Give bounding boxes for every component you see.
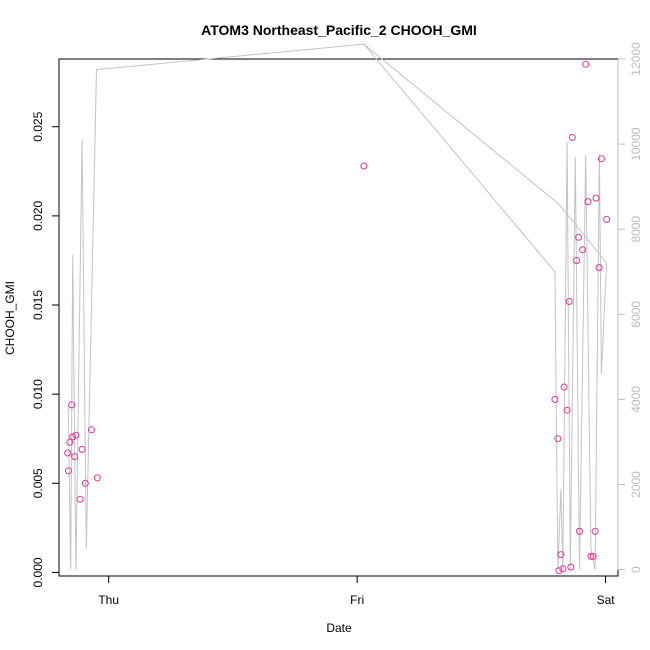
y2-tick-label: 4000: [629, 386, 643, 413]
data-point: [595, 264, 603, 272]
y-tick-label: 0.010: [31, 379, 45, 409]
data-point: [565, 298, 573, 305]
data-point: [568, 133, 576, 141]
data-point: [573, 257, 580, 264]
y-tick-label: 0.015: [31, 290, 45, 320]
y-tick-label: 0.000: [31, 557, 45, 587]
data-point: [597, 155, 605, 163]
data-point: [551, 396, 559, 403]
x-tick-label: Sat: [597, 593, 616, 607]
data-point: [584, 198, 592, 206]
data-point: [567, 563, 575, 571]
y-tick-label: 0.025: [31, 111, 45, 141]
y-axis-label: CHOOH_GMI: [3, 281, 17, 355]
data-point: [591, 527, 599, 535]
y2-tick-label: 0: [629, 566, 643, 573]
data-point: [560, 383, 568, 391]
x-axis-label: Date: [326, 621, 352, 635]
series-line: [67, 43, 608, 570]
x-axis: Thu Fri Sat: [98, 575, 616, 607]
series-points: [64, 60, 611, 575]
data-point: [64, 449, 72, 457]
y-axis-right: 0 2000 4000 6000 8000 10000 12000: [617, 42, 643, 573]
data-point: [76, 495, 84, 503]
data-point: [559, 565, 567, 573]
data-point: [579, 246, 586, 254]
plot-box: [58, 58, 619, 577]
chart-title: ATOM3 Northeast_Pacific_2 CHOOH_GMI: [201, 22, 477, 38]
y-tick-label: 0.020: [31, 201, 45, 231]
data-point: [582, 60, 590, 68]
x-tick-label: Fri: [350, 593, 364, 607]
y2-tick-label: 6000: [629, 301, 643, 328]
data-point: [554, 435, 562, 443]
data-point: [575, 233, 582, 241]
data-point: [64, 467, 72, 475]
data-point: [93, 474, 101, 482]
x-tick-label: Thu: [98, 593, 119, 607]
data-point: [360, 162, 368, 170]
y2-tick-label: 12000: [629, 42, 643, 76]
data-point: [71, 453, 79, 461]
y2-tick-label: 8000: [629, 216, 643, 243]
data-point: [88, 426, 95, 434]
y2-tick-label: 2000: [629, 471, 643, 498]
data-point: [68, 401, 76, 409]
data-point: [555, 567, 563, 575]
data-point: [66, 438, 74, 446]
data-point: [587, 552, 595, 560]
y-axis-left: 0.000 0.005 0.010 0.015 0.020 0.025: [31, 111, 60, 587]
data-point: [72, 431, 80, 439]
data-point: [563, 406, 571, 414]
data-point: [81, 479, 89, 487]
data-point: [557, 551, 565, 559]
y-tick-label: 0.005: [31, 468, 45, 498]
data-point: [603, 215, 611, 223]
y2-tick-label: 10000: [629, 127, 643, 161]
line-path: [67, 43, 608, 570]
data-point: [592, 194, 600, 202]
data-point: [78, 445, 86, 453]
data-point: [589, 552, 597, 560]
data-point: [576, 527, 583, 535]
